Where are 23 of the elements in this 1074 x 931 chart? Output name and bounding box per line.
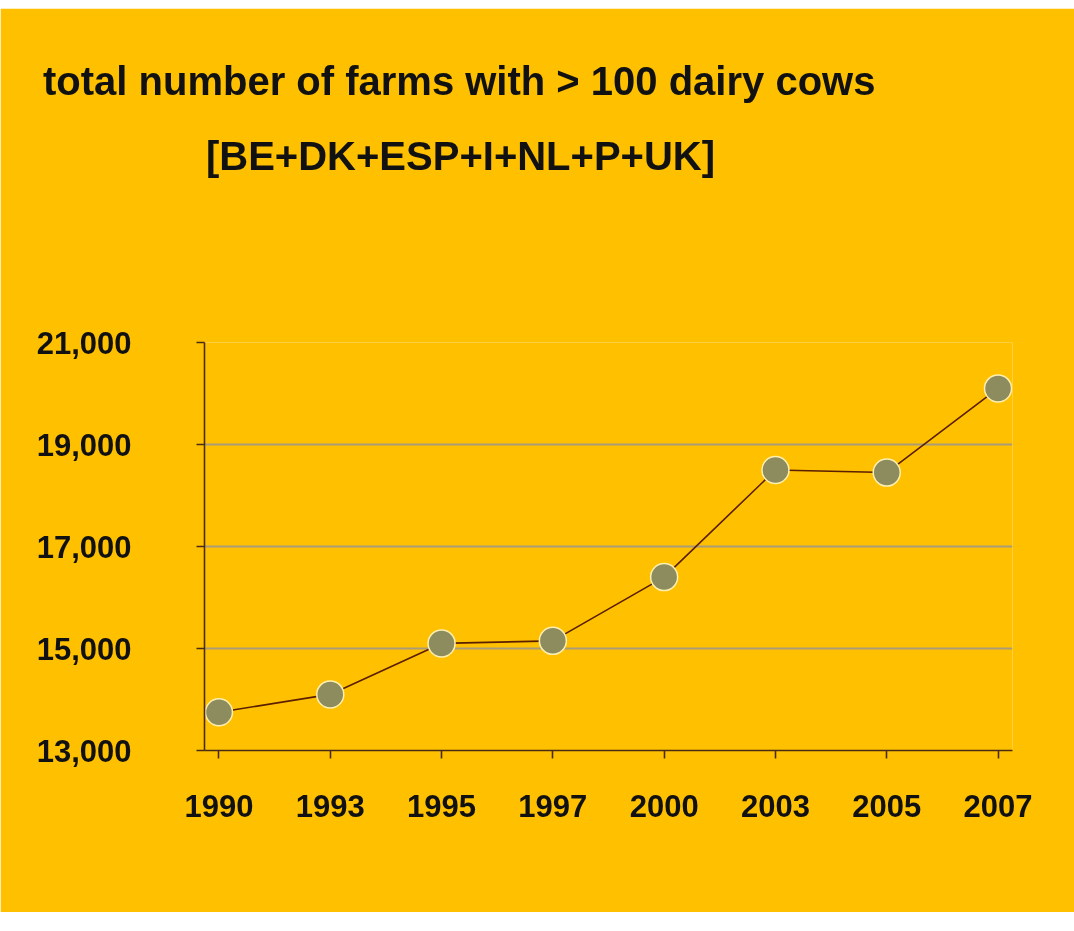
chart-title: total number of farms with > 100 dairy cows (42, 58, 876, 103)
y-tick-label: 17,000 (36, 529, 132, 565)
x-tick-label: 1990 (184, 788, 254, 824)
chart-subtitle: [BE+DK+ESP+I+NL+P+UK] (205, 133, 716, 178)
x-tick-label: 1993 (295, 788, 365, 824)
point (427, 629, 456, 658)
point (204, 698, 234, 727)
point (983, 374, 1013, 403)
y-tick-label: 13,000 (36, 733, 132, 769)
x-tick-label: 2005 (852, 788, 922, 824)
x-tick-label: 1997 (518, 788, 588, 824)
y-tick-label: 19,000 (36, 427, 132, 463)
point (761, 455, 790, 485)
x-tick-label: 1995 (407, 788, 477, 824)
y-tick-label: 15,000 (36, 631, 132, 667)
point (872, 458, 901, 487)
x-tick-label: 2007 (963, 788, 1033, 824)
point (649, 562, 679, 592)
x-tick-label: 2000 (629, 788, 699, 824)
y-tick-label: 21,000 (36, 325, 132, 361)
point (316, 680, 345, 709)
x-tick-label: 2003 (740, 788, 810, 824)
point (538, 626, 568, 656)
